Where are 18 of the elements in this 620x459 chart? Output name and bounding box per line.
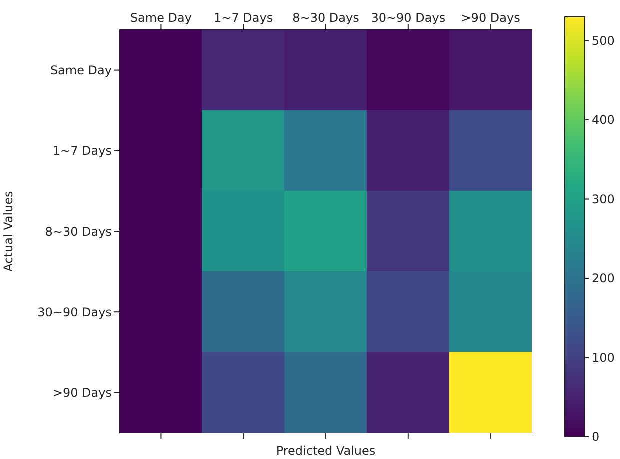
color-bar-label: 200	[592, 272, 615, 286]
y-tick-label: Same Day	[50, 64, 112, 78]
x-tick-label: 1~7 Days	[214, 11, 274, 25]
x-axis-title: Predicted Values	[276, 444, 376, 458]
x-tick-label: >90 Days	[461, 11, 520, 25]
color-bar-label: 400	[592, 113, 615, 128]
y-tick-label: 8~30 Days	[45, 224, 112, 239]
color-bar-label: 500	[592, 34, 615, 48]
color-bar-label: 0	[592, 430, 600, 444]
x-tick-label: Same Day	[130, 11, 192, 25]
y-tick-label: >90 Days	[52, 386, 112, 400]
color-bar-label: 100	[592, 350, 615, 365]
color-bar-label: 300	[592, 192, 615, 206]
y-axis-title: Actual Values	[1, 191, 16, 272]
y-tick-label: 30~90 Days	[38, 305, 112, 320]
x-tick-label: 8~30 Days	[292, 11, 360, 25]
y-tick-label: 1~7 Days	[52, 144, 112, 158]
x-tick-label: 30~90 Days	[371, 11, 446, 25]
